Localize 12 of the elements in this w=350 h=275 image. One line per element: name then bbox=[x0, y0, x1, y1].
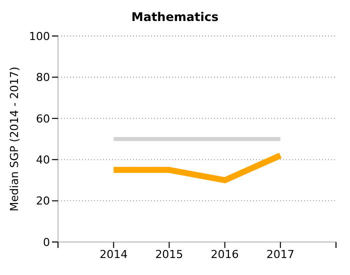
y-tick-label: 40 bbox=[36, 154, 50, 167]
x-tick-label: 2017 bbox=[266, 248, 294, 261]
x-tick-label: 2016 bbox=[210, 248, 239, 261]
x-tick-label: 2014 bbox=[100, 248, 128, 261]
x-tick-label: 2015 bbox=[155, 248, 184, 261]
chart-title: Mathematics bbox=[130, 9, 220, 26]
y-tick-label: 20 bbox=[36, 194, 50, 208]
y-tick-label: 100 bbox=[29, 30, 50, 43]
y-axis-title: Median SGP (2014 - 2017) bbox=[8, 66, 21, 212]
y-tick-label: 0 bbox=[43, 236, 50, 249]
y-tick-label: 60 bbox=[36, 112, 50, 126]
y-tick-label: 80 bbox=[36, 71, 50, 84]
